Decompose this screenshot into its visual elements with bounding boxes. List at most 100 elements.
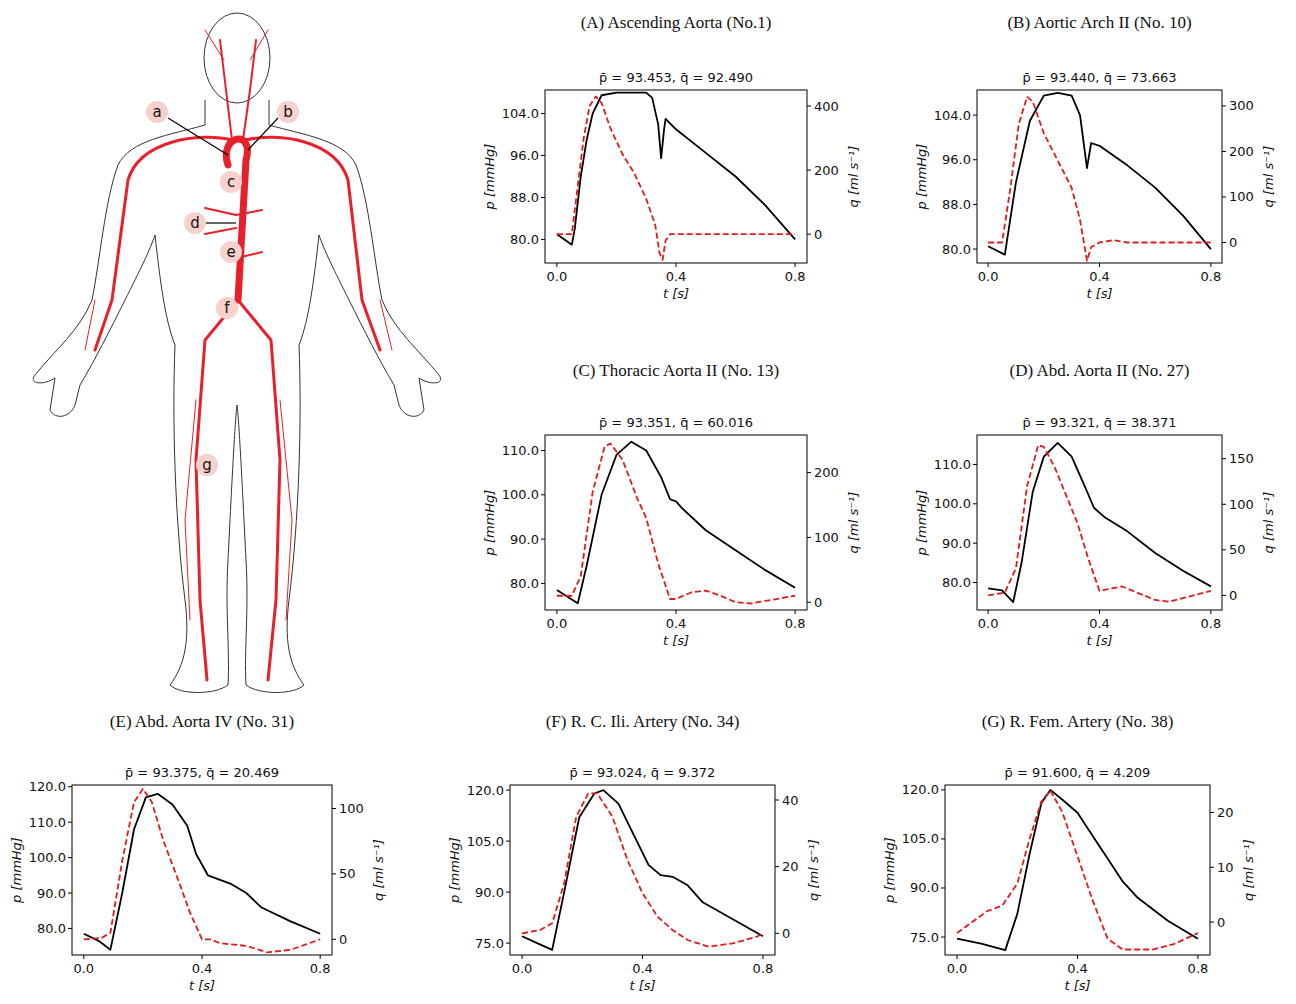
y-tick-label: 80.0 — [510, 232, 539, 247]
y-tick — [68, 928, 72, 929]
y2-tick — [1222, 196, 1226, 197]
y2-tick — [1222, 504, 1226, 505]
y2-tick-label: 0 — [782, 926, 790, 941]
panel-title: (G) R. Fem. Artery (No. 38) — [982, 712, 1174, 731]
y2-tick-label: 20 — [782, 859, 799, 874]
panel-title: (F) R. C. Ili. Artery (No. 34) — [546, 712, 740, 731]
y-tick-label: 80.0 — [942, 242, 971, 257]
y2-tick-label: 300 — [1229, 98, 1254, 113]
y-tick — [541, 197, 545, 198]
y2-tick — [775, 866, 779, 867]
x-tick — [556, 610, 557, 614]
panel-subtitle: p̄ = 93.321, q̄ = 38.371 — [1022, 415, 1176, 430]
y2-tick — [332, 873, 336, 874]
x-tick-label: 0.0 — [512, 961, 533, 976]
panel: (F) R. C. Ili. Artery (No. 34) p̄ = 93.02… — [447, 712, 821, 993]
label-badge — [146, 101, 168, 123]
y-tick — [973, 115, 977, 116]
y2-axis-title: q [ml s⁻¹] — [371, 839, 386, 901]
x-axis-title: t [s] — [1086, 286, 1112, 301]
artery — [205, 228, 236, 234]
y2-tick — [775, 933, 779, 934]
x-tick-label: 0.0 — [947, 961, 968, 976]
panel: (E) Abd. Aorta IV (No. 31)p̄ = 93.375, q… — [9, 712, 387, 993]
label-badge — [220, 241, 242, 263]
location-label: c — [227, 173, 235, 191]
x-tick — [202, 955, 203, 959]
y-tick — [541, 113, 545, 114]
flow-line — [557, 443, 795, 603]
plot-area — [557, 442, 795, 604]
y2-axis-title: q [ml s⁻¹] — [1261, 492, 1276, 554]
y2-tick-label: 100 — [1229, 497, 1254, 512]
y-tick — [973, 543, 977, 544]
y-tick-label: 75.0 — [910, 930, 939, 945]
panel-subtitle: p̄ = 93.440, q̄ = 73.663 — [1022, 70, 1176, 85]
y-axis-title: p [mmHg] — [447, 837, 462, 904]
label-badge — [220, 171, 242, 193]
x-tick — [1099, 610, 1100, 614]
plot-frame — [945, 785, 1210, 955]
panel-title: (D) Abd. Aorta II (No. 27) — [1010, 361, 1190, 380]
y2-tick-label: 200 — [814, 163, 839, 178]
y2-tick-label: 40 — [782, 793, 799, 808]
location-label: a — [152, 103, 161, 121]
x-tick-label: 0.0 — [978, 269, 999, 284]
pressure-line — [988, 93, 1211, 255]
x-tick — [320, 955, 321, 959]
y-tick-label: 80.0 — [942, 575, 971, 590]
x-axis-title: t [s] — [629, 978, 655, 993]
x-tick — [676, 263, 677, 267]
y-axis-title: p [mmHg] — [914, 144, 929, 211]
y2-tick-label: 10 — [1217, 860, 1234, 875]
plot-frame — [72, 785, 332, 955]
y2-tick-label: 100 — [339, 801, 364, 816]
plot-area — [522, 790, 763, 950]
x-tick-label: 0.4 — [632, 961, 653, 976]
x-tick — [988, 263, 989, 267]
y-tick-label: 100.0 — [29, 850, 66, 865]
body-outline — [33, 100, 440, 693]
y-tick — [541, 494, 545, 495]
x-tick-label: 0.4 — [666, 616, 687, 631]
y-tick-label: 96.0 — [510, 148, 539, 163]
y-tick — [541, 583, 545, 584]
y-tick — [541, 539, 545, 540]
panel-subtitle: p̄ = 93.453, q̄ = 92.490 — [599, 70, 753, 85]
artery — [246, 137, 380, 350]
y-tick — [973, 464, 977, 465]
y2-tick — [775, 800, 779, 801]
y-tick-label: 110.0 — [934, 457, 971, 472]
y-tick-label: 90.0 — [475, 885, 504, 900]
plot-frame — [510, 785, 775, 955]
label-badge — [184, 212, 206, 234]
y-tick — [68, 857, 72, 858]
y-tick — [68, 822, 72, 823]
artery — [205, 208, 236, 215]
x-tick — [83, 955, 84, 959]
y2-tick — [807, 170, 811, 171]
y-tick — [973, 503, 977, 504]
y-tick-label: 80.0 — [37, 921, 66, 936]
x-tick — [522, 955, 523, 959]
y-axis-title: p [mmHg] — [882, 837, 897, 904]
location-label: d — [190, 214, 200, 232]
artery — [280, 400, 292, 620]
y-tick-label: 80.0 — [510, 576, 539, 591]
y2-axis-title: q [ml s⁻¹] — [846, 492, 861, 554]
y-tick-label: 105.0 — [467, 834, 504, 849]
y2-tick-label: 200 — [1229, 144, 1254, 159]
y2-tick-label: 200 — [814, 465, 839, 480]
y-tick-label: 110.0 — [29, 815, 66, 830]
y2-tick — [1210, 922, 1214, 923]
y2-tick — [1222, 151, 1226, 152]
flow-line — [84, 789, 320, 952]
artery — [185, 400, 196, 620]
y-tick-label: 88.0 — [510, 190, 539, 205]
plot-area — [988, 93, 1211, 261]
y-tick-label: 120.0 — [29, 779, 66, 794]
y2-tick — [1222, 458, 1226, 459]
x-tick-label: 0.8 — [1188, 961, 1209, 976]
panel-subtitle: p̄ = 93.024, q̄ = 9.372 — [570, 765, 716, 780]
y-tick-label: 88.0 — [942, 197, 971, 212]
